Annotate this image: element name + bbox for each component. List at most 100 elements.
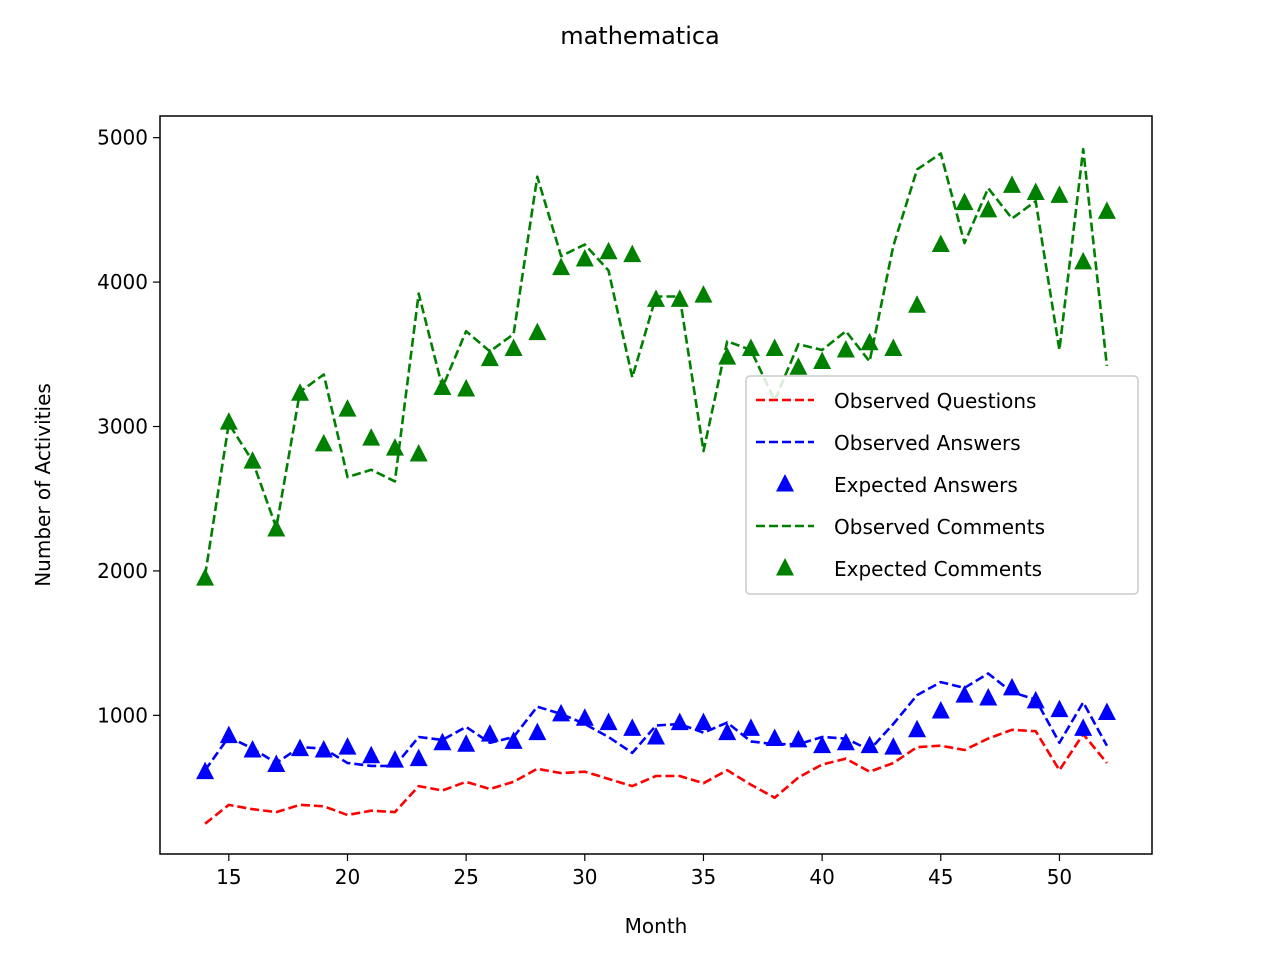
- data-point: [219, 412, 238, 430]
- x-tick-label: 20: [335, 865, 360, 889]
- data-point: [196, 761, 215, 780]
- legend-label: Observed Comments: [834, 515, 1045, 539]
- data-point: [362, 745, 381, 764]
- x-tick-label: 40: [809, 865, 834, 889]
- data-point: [314, 433, 333, 452]
- data-point: [836, 339, 855, 358]
- data-point: [267, 519, 286, 537]
- series-layer: [196, 147, 1116, 825]
- data-point: [955, 192, 974, 211]
- data-point: [1002, 175, 1021, 193]
- legend-box: [745, 375, 1139, 595]
- legend-item: Expected Answers: [776, 473, 1018, 497]
- data-point: [931, 234, 950, 253]
- data-point: [599, 241, 618, 260]
- data-point: [552, 703, 571, 722]
- y-tick-label: 3000: [97, 415, 148, 439]
- legend-label: Observed Answers: [834, 431, 1021, 455]
- data-point: [813, 735, 832, 754]
- legend-item: Observed Questions: [756, 389, 1036, 413]
- data-point: [979, 688, 998, 706]
- data-point: [789, 729, 808, 748]
- y-tick-label: 2000: [97, 559, 148, 583]
- series-expected-answers: [196, 677, 1116, 780]
- series-observed-questions: [204, 728, 1108, 825]
- legend-swatch-marker: [776, 474, 794, 492]
- data-point: [433, 377, 452, 396]
- legend-swatch-marker: [776, 558, 794, 576]
- data-point: [504, 338, 523, 357]
- data-point: [1026, 690, 1045, 709]
- legend-items: Observed Questions Observed Answers Expect…: [756, 389, 1045, 581]
- data-point: [860, 332, 879, 351]
- data-point: [291, 383, 310, 401]
- legend-item: Expected Comments: [776, 557, 1042, 581]
- x-axis: 15 20 25 30 35 40 45 50: [216, 854, 1072, 889]
- x-tick-label: 25: [453, 865, 478, 889]
- x-axis-label: Month: [625, 914, 688, 938]
- legend-item: Observed Comments: [756, 515, 1045, 539]
- data-point: [599, 712, 618, 731]
- data-point: [1097, 702, 1116, 720]
- series-line: [204, 672, 1109, 771]
- data-point: [1002, 677, 1021, 696]
- data-point: [362, 428, 381, 446]
- data-point: [694, 712, 713, 731]
- data-point: [243, 740, 262, 758]
- data-point: [196, 568, 215, 586]
- data-point: [670, 712, 689, 731]
- data-point: [409, 748, 428, 767]
- x-tick-label: 45: [928, 865, 953, 889]
- data-point: [457, 734, 476, 752]
- legend-label: Expected Answers: [834, 473, 1018, 497]
- y-axis-label: Number of Activities: [31, 383, 55, 587]
- data-point: [765, 728, 784, 746]
- data-point: [623, 718, 642, 736]
- data-point: [1050, 185, 1069, 203]
- series-line: [204, 728, 1108, 825]
- data-point: [267, 754, 286, 772]
- x-tick-label: 50: [1047, 865, 1072, 889]
- data-point: [623, 244, 642, 263]
- data-point: [789, 357, 808, 375]
- data-point: [718, 347, 737, 365]
- data-point: [741, 338, 760, 357]
- data-point: [575, 248, 594, 267]
- x-tick-label: 30: [572, 865, 597, 889]
- data-point: [718, 722, 737, 741]
- data-point: [480, 348, 499, 367]
- data-point: [219, 725, 238, 744]
- data-point: [338, 399, 357, 417]
- data-point: [1097, 201, 1116, 219]
- y-tick-label: 5000: [97, 126, 148, 150]
- data-point: [1026, 182, 1045, 201]
- data-point: [931, 701, 950, 719]
- data-point: [338, 737, 357, 755]
- data-point: [504, 731, 523, 749]
- legend: Observed Questions Observed Answers Expect…: [745, 375, 1139, 595]
- data-point: [741, 718, 760, 736]
- y-axis: 1000 2000 3000 4000 5000: [97, 126, 160, 727]
- data-point: [647, 289, 665, 307]
- data-point: [457, 378, 476, 397]
- plot-frame: [159, 115, 1153, 855]
- data-point: [1074, 718, 1093, 736]
- legend-label: Observed Questions: [834, 389, 1036, 413]
- data-point: [409, 443, 428, 462]
- data-point: [813, 351, 832, 370]
- data-point: [979, 199, 998, 218]
- data-point: [385, 438, 404, 456]
- data-point: [575, 708, 594, 726]
- data-point: [291, 738, 310, 757]
- data-point: [860, 735, 879, 754]
- data-point: [670, 289, 689, 307]
- data-point: [694, 285, 713, 303]
- data-point: [528, 322, 547, 341]
- data-point: [552, 257, 571, 276]
- data-point: [314, 740, 333, 758]
- chart-title: mathematica: [560, 22, 720, 50]
- series-observed-answers: [204, 672, 1109, 771]
- data-point: [836, 732, 855, 751]
- data-point: [1050, 699, 1069, 718]
